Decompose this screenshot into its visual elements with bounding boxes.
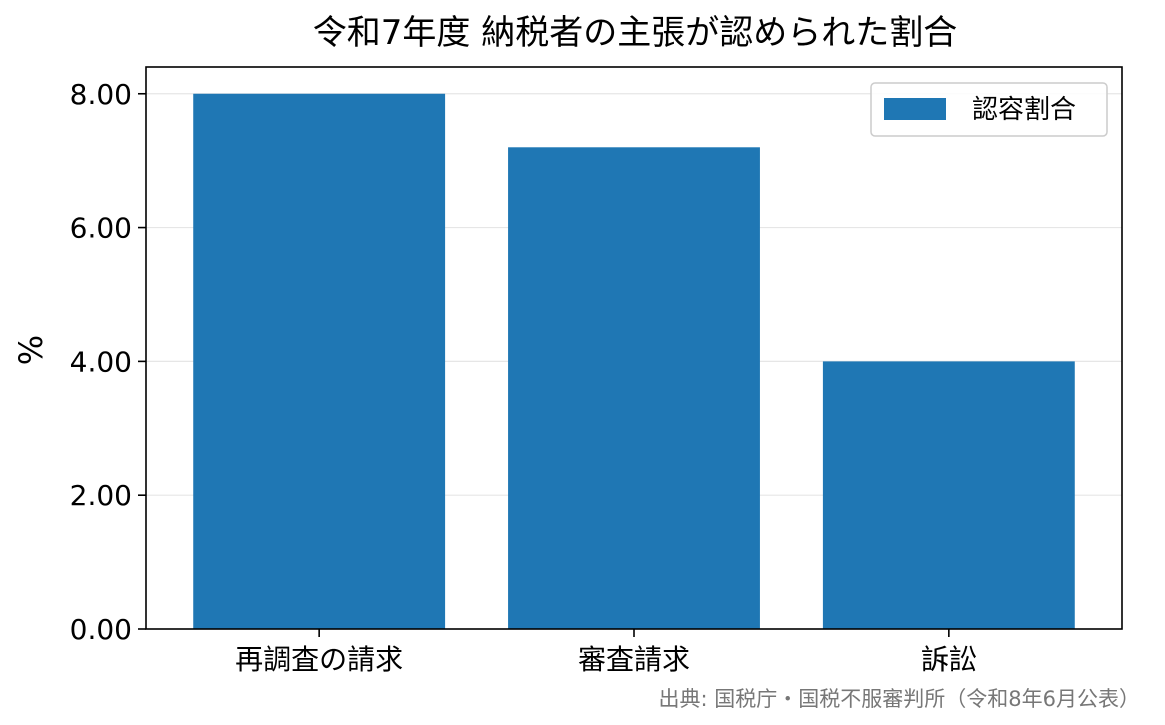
y-tick-label: 8.00 <box>70 78 132 111</box>
source-note: 出典: 国税庁・国税不服審判所（令和8年6月公表） <box>659 687 1140 711</box>
legend-label: 認容割合 <box>972 95 1076 125</box>
x-tick-label: 訴訟 <box>921 643 977 676</box>
legend-swatch <box>884 98 946 120</box>
x-tick-label: 再調査の請求 <box>235 643 403 676</box>
bar-1 <box>193 93 446 629</box>
y-tick-label: 2.00 <box>70 479 132 512</box>
chart-title: 令和7年度 納税者の主張が認められた割合 <box>313 13 957 53</box>
y-axis: 0.00 2.00 4.00 6.00 8.00 <box>70 78 146 646</box>
x-axis: 再調査の請求 審査請求 訴訟 <box>235 629 977 676</box>
y-tick-label: 0.00 <box>70 613 132 646</box>
bar-3 <box>822 361 1075 629</box>
x-tick-label: 審査請求 <box>578 643 690 676</box>
bar-2 <box>508 147 760 630</box>
legend-box <box>870 82 1108 137</box>
y-axis-label: % <box>12 335 50 365</box>
bars <box>193 93 1075 630</box>
legend: 認容割合 <box>870 82 1108 137</box>
y-tick-label: 6.00 <box>70 212 132 245</box>
y-tick-label: 4.00 <box>70 345 132 378</box>
